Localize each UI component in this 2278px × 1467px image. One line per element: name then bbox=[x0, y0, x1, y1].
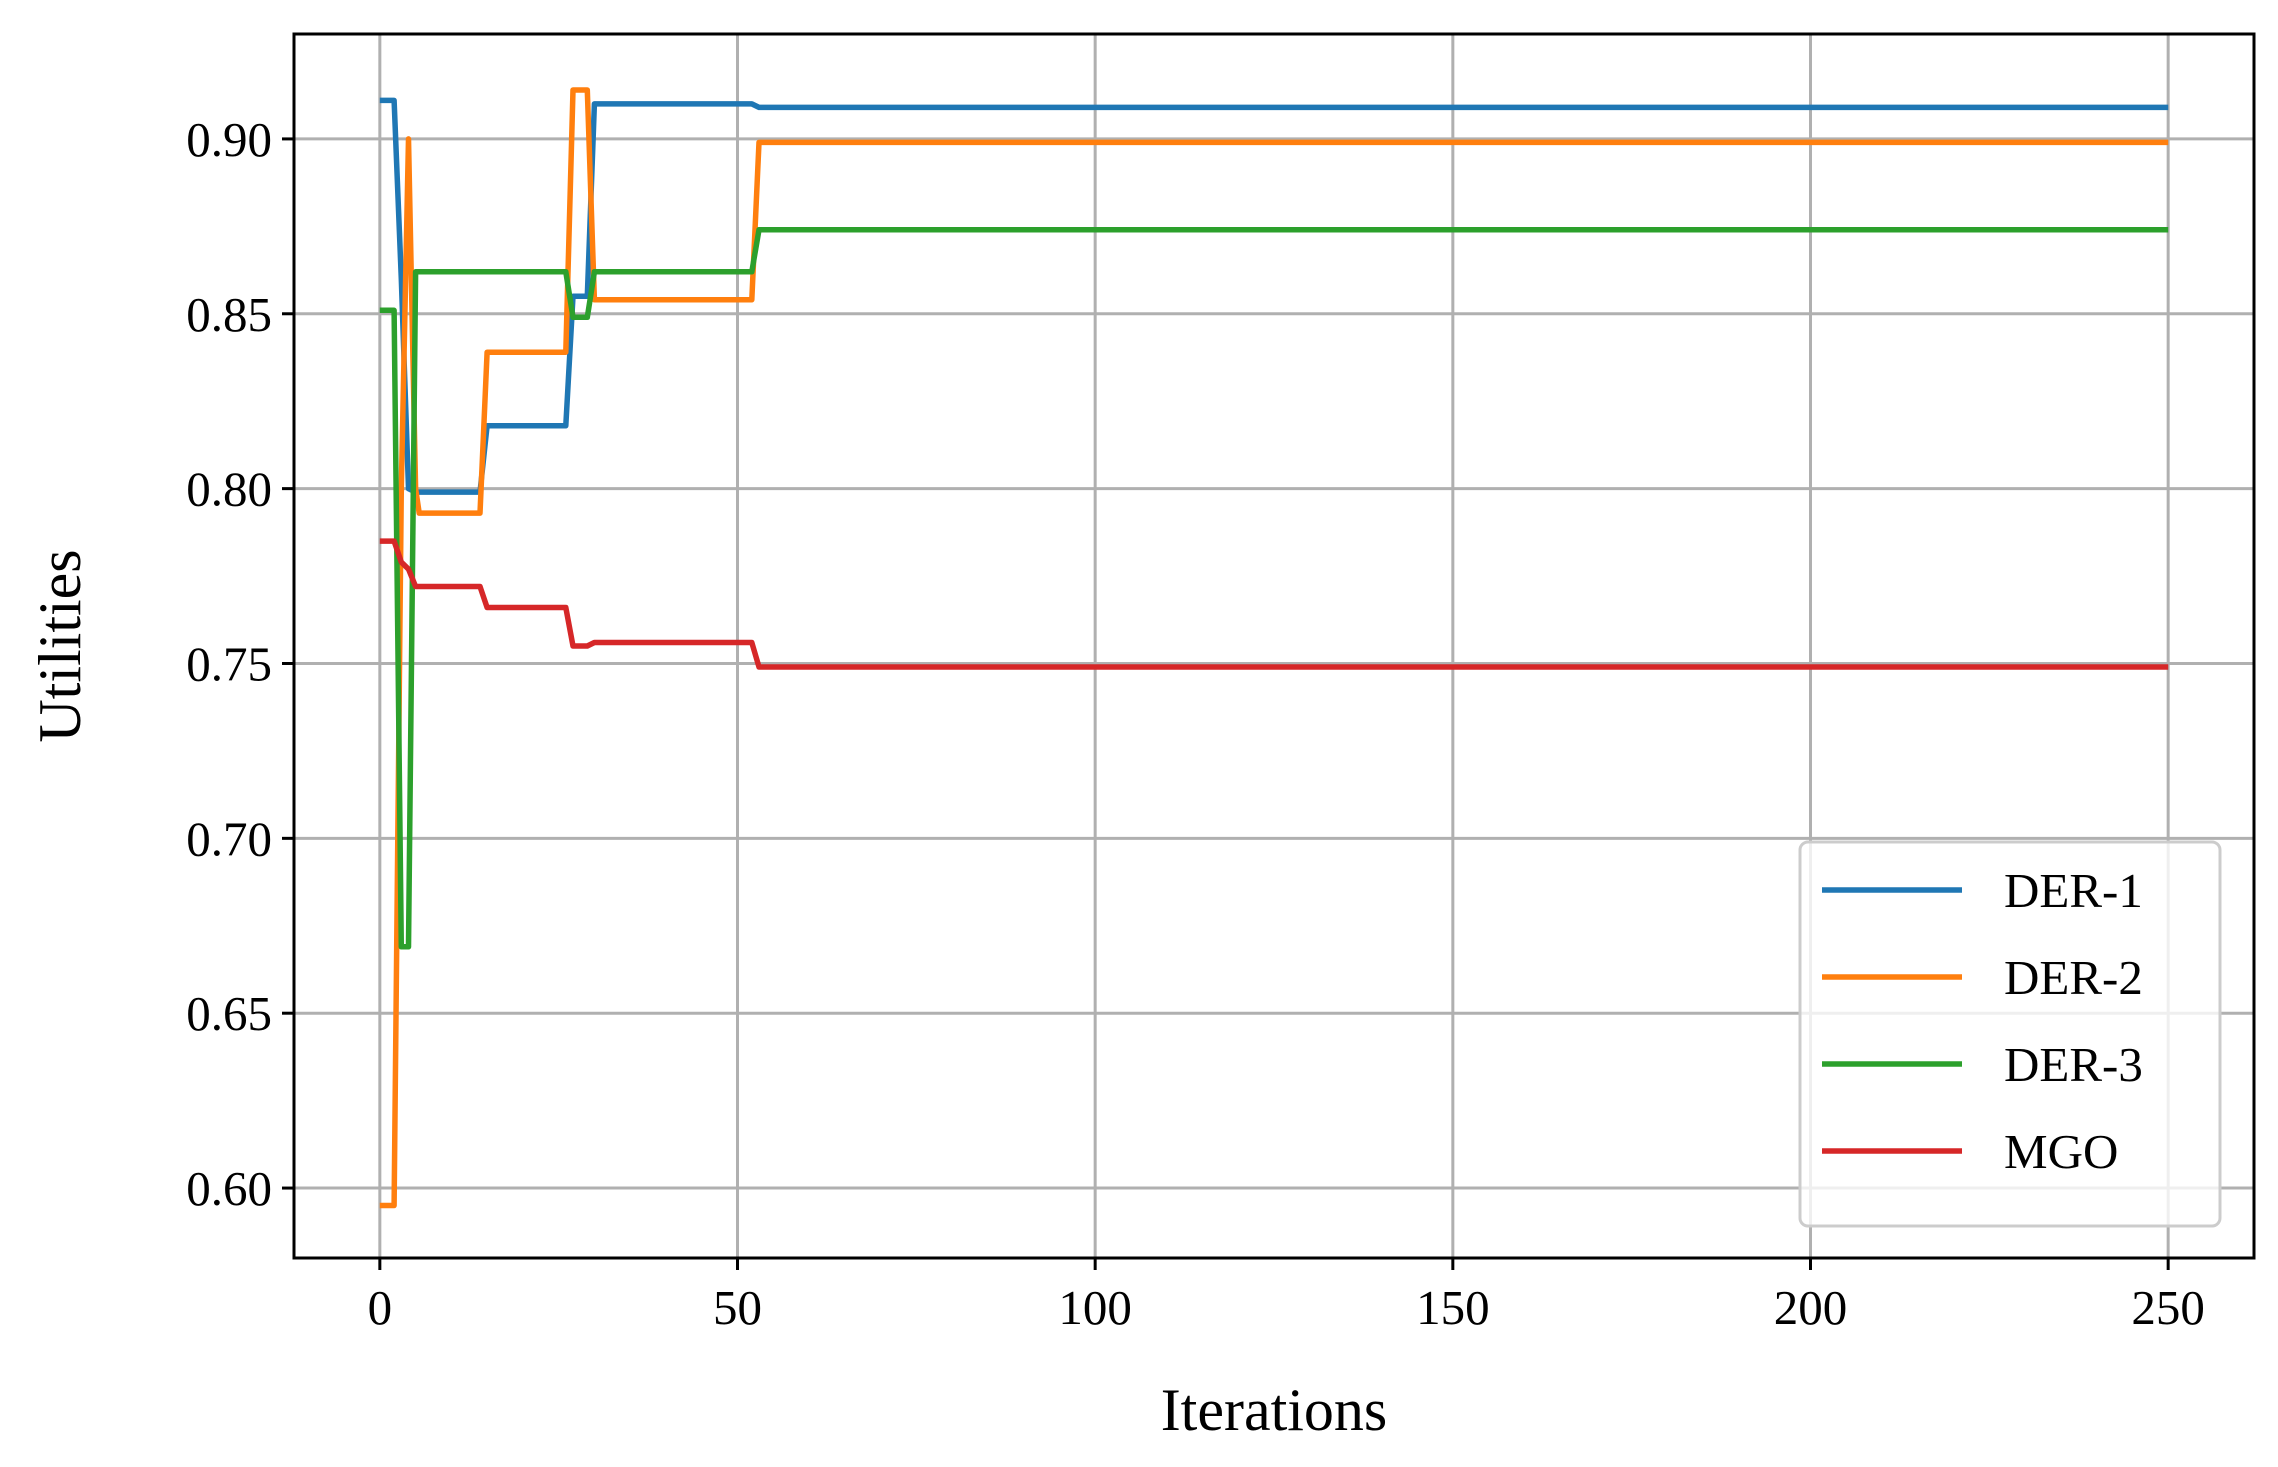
y-tick-label: 0.65 bbox=[186, 986, 272, 1041]
legend-box bbox=[1798, 840, 2222, 1228]
series-layer bbox=[379, 87, 2169, 1209]
x-tick-label: 150 bbox=[1416, 1280, 1490, 1335]
series-line-mgo bbox=[379, 538, 2169, 670]
y-tick-label: 0.90 bbox=[186, 112, 272, 167]
y-tick-label: 0.60 bbox=[186, 1161, 272, 1216]
y-tick-label: 0.85 bbox=[186, 287, 272, 342]
legend-label: DER-3 bbox=[2004, 1037, 2143, 1092]
x-tick-label: 250 bbox=[2131, 1280, 2205, 1335]
x-axis-title: Iterations bbox=[1161, 1377, 1388, 1443]
x-tick-label: 200 bbox=[1774, 1280, 1848, 1335]
y-tick-label: 0.75 bbox=[186, 636, 272, 691]
grid-lines bbox=[294, 34, 2254, 1258]
y-tick-label: 0.80 bbox=[186, 462, 272, 517]
legend: DER-1 DER-2 DER-3 MGO bbox=[1798, 840, 2222, 1228]
series-line-der-3 bbox=[379, 227, 2169, 950]
legend-label: DER-1 bbox=[2004, 863, 2143, 918]
x-tick-label: 50 bbox=[713, 1280, 762, 1335]
y-tick-label: 0.70 bbox=[186, 811, 272, 866]
x-tick-label: 100 bbox=[1058, 1280, 1132, 1335]
legend-label: DER-2 bbox=[2004, 950, 2143, 1005]
legend-label: MGO bbox=[2004, 1124, 2118, 1179]
axis-ticks: 0 50 100 150 200 250 0.60 0.65 0.70 0.75 0.80 0.85 0… bbox=[186, 112, 2205, 1335]
x-tick-label: 0 bbox=[368, 1280, 393, 1335]
plot-frame bbox=[292, 32, 2256, 1260]
series-line-der-2 bbox=[379, 87, 2169, 1209]
y-axis-title: Utilities bbox=[27, 549, 93, 742]
